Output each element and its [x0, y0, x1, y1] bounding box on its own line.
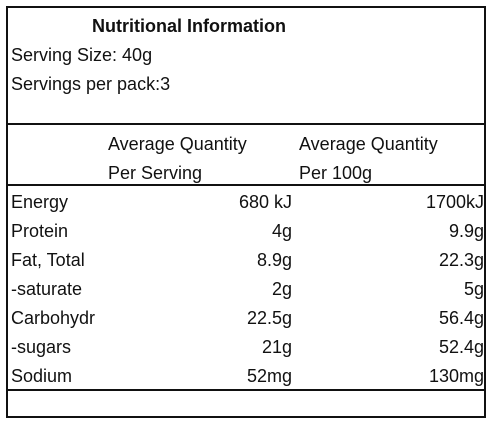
nutrition-panel: Nutritional Information Serving Size: 40…	[6, 6, 486, 418]
column-header-per-serving: Average Quantity Per Serving	[108, 130, 247, 188]
divider-middle	[8, 184, 484, 186]
per-serving-value: 21g	[261, 337, 292, 357]
serving-size: Serving Size: 40g	[11, 45, 153, 65]
panel-title: Nutritional Information	[92, 16, 286, 36]
per-100g-value: 22.3g	[438, 250, 484, 270]
divider-top	[8, 123, 484, 125]
column-header-line2: Per 100g	[299, 163, 373, 183]
table-row: Sodium 52mg 130mg	[8, 362, 484, 391]
table-row: Fat, Total 8.9g 22.3g	[8, 246, 484, 275]
column-header-line1: Average Quantity	[299, 134, 438, 154]
nutrient-label: -sugars	[11, 337, 72, 357]
column-header-line1: Average Quantity	[108, 134, 247, 154]
per-serving-value: 680 kJ	[238, 192, 292, 212]
table-row: Carbohydr 22.5g 56.4g	[8, 304, 484, 333]
per-100g-value: 9.9g	[448, 221, 484, 241]
per-100g-value: 56.4g	[438, 308, 484, 328]
nutrient-label: Protein	[11, 221, 69, 241]
per-serving-value: 2g	[271, 279, 292, 299]
column-header-line2: Per Serving	[108, 163, 203, 183]
table-row: Energy 680 kJ 1700kJ	[8, 188, 484, 217]
per-100g-value: 52.4g	[438, 337, 484, 357]
nutrient-label: Fat, Total	[11, 250, 85, 270]
divider-bottom	[8, 389, 484, 391]
per-100g-value: 1700kJ	[425, 192, 484, 212]
nutrient-label: Sodium	[11, 366, 73, 386]
per-100g-value: 130mg	[428, 366, 484, 386]
nutrient-label: Carbohydr	[11, 308, 96, 328]
table-row: -sugars 21g 52.4g	[8, 333, 484, 362]
table-row: Protein 4g 9.9g	[8, 217, 484, 246]
servings-per-pack: Servings per pack:3	[11, 74, 171, 94]
table-row: -saturate 2g 5g	[8, 275, 484, 304]
nutrient-label: Energy	[11, 192, 69, 212]
per-serving-value: 8.9g	[256, 250, 292, 270]
per-serving-value: 4g	[271, 221, 292, 241]
column-header-per-100g: Average Quantity Per 100g	[299, 130, 438, 188]
per-serving-value: 22.5g	[246, 308, 292, 328]
nutrition-rows: Energy 680 kJ 1700kJ Protein 4g 9.9g Fat…	[8, 188, 484, 391]
per-serving-value: 52mg	[246, 366, 292, 386]
per-100g-value: 5g	[463, 279, 484, 299]
nutrient-label: -saturate	[11, 279, 83, 299]
